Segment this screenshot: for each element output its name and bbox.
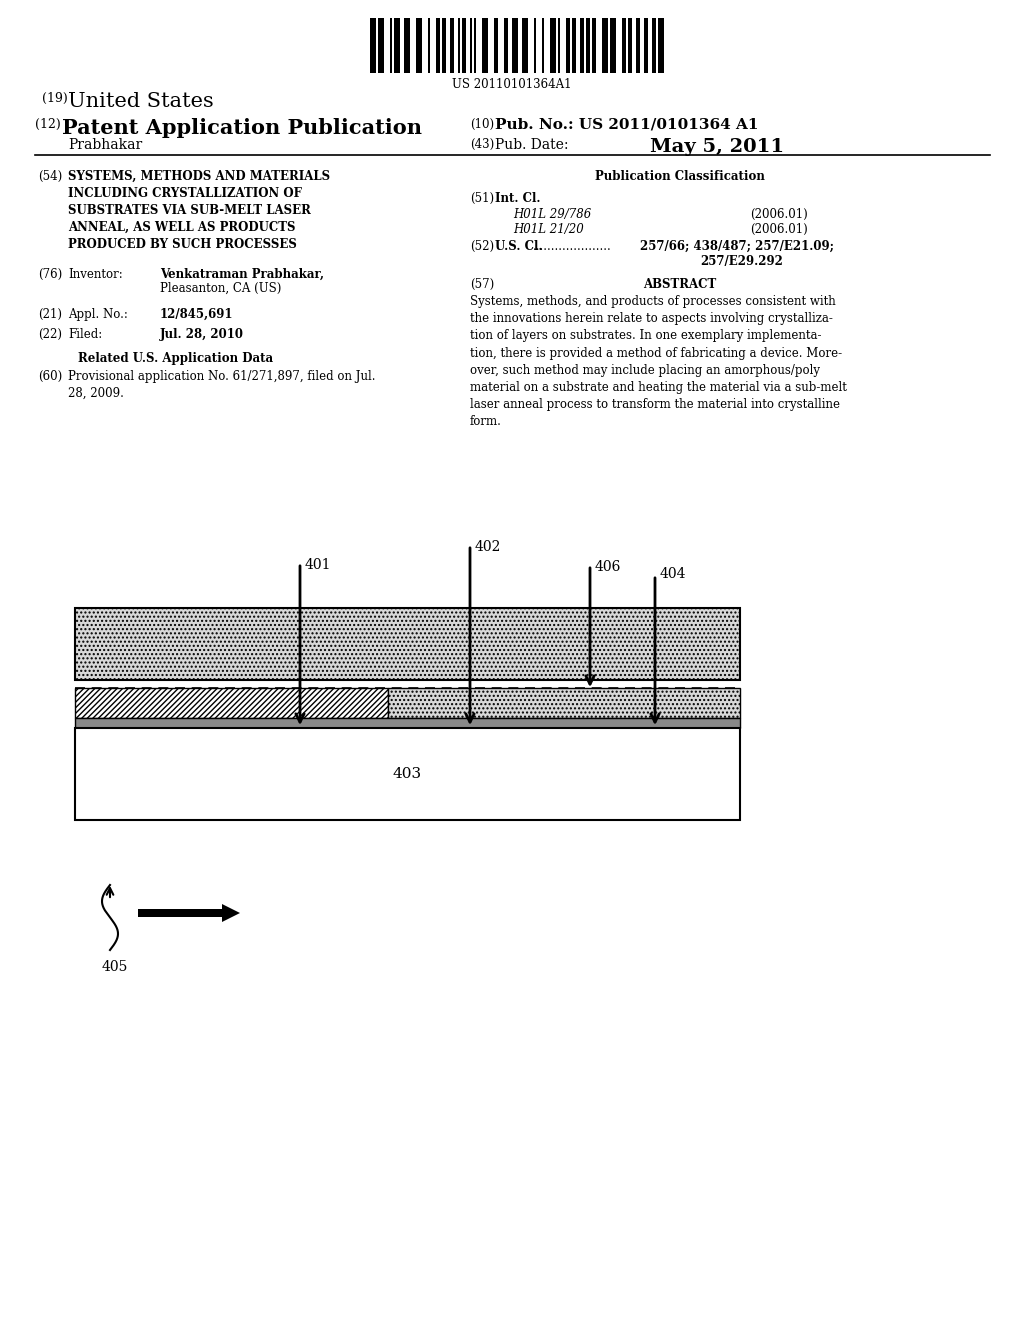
Bar: [378, 18, 384, 73]
Bar: [436, 18, 439, 73]
Text: (10): (10): [470, 117, 495, 131]
Bar: [610, 18, 615, 73]
Bar: [462, 18, 466, 73]
Text: 404: 404: [660, 568, 686, 581]
Text: (43): (43): [470, 139, 495, 150]
Text: Pleasanton, CA (US): Pleasanton, CA (US): [160, 282, 282, 294]
Bar: [75, 729, 740, 820]
Bar: [580, 18, 584, 73]
Text: 402: 402: [475, 540, 502, 554]
Bar: [75, 718, 740, 729]
Bar: [658, 18, 664, 73]
Text: (12): (12): [35, 117, 60, 131]
Text: Prabhakar: Prabhakar: [68, 139, 142, 152]
Text: 406: 406: [595, 560, 622, 574]
Bar: [628, 18, 632, 73]
Text: Venkatraman Prabhakar,: Venkatraman Prabhakar,: [160, 268, 324, 281]
Text: (57): (57): [470, 279, 495, 290]
Bar: [474, 18, 475, 73]
Text: Inventor:: Inventor:: [68, 268, 123, 281]
Text: 257/E29.292: 257/E29.292: [700, 255, 783, 268]
Bar: [652, 18, 655, 73]
Bar: [470, 18, 471, 73]
Text: Provisional application No. 61/271,897, filed on Jul.
28, 2009.: Provisional application No. 61/271,897, …: [68, 370, 376, 400]
Text: SYSTEMS, METHODS AND MATERIALS
INCLUDING CRYSTALLIZATION OF
SUBSTRATES VIA SUB-M: SYSTEMS, METHODS AND MATERIALS INCLUDING…: [68, 170, 330, 251]
Bar: [494, 18, 498, 73]
Text: (19): (19): [42, 92, 68, 106]
Bar: [482, 18, 487, 73]
Text: 12/845,691: 12/845,691: [160, 308, 233, 321]
Text: ABSTRACT: ABSTRACT: [643, 279, 717, 290]
Text: Jul. 28, 2010: Jul. 28, 2010: [160, 327, 244, 341]
Text: 405: 405: [102, 960, 128, 974]
Text: (60): (60): [38, 370, 62, 383]
FancyArrow shape: [138, 904, 240, 921]
Text: H01L 21/20: H01L 21/20: [513, 223, 584, 236]
Bar: [428, 18, 429, 73]
Bar: [558, 18, 559, 73]
Bar: [644, 18, 647, 73]
Text: (51): (51): [470, 191, 495, 205]
Bar: [387, 688, 740, 718]
Text: (76): (76): [38, 268, 62, 281]
Text: (22): (22): [38, 327, 62, 341]
Bar: [370, 18, 376, 73]
Bar: [404, 18, 410, 73]
Bar: [512, 18, 517, 73]
Bar: [550, 18, 555, 73]
Bar: [586, 18, 590, 73]
Bar: [542, 18, 544, 73]
Text: 257/66; 438/487; 257/E21.09;: 257/66; 438/487; 257/E21.09;: [640, 240, 834, 253]
Bar: [602, 18, 607, 73]
Text: Pub. Date:: Pub. Date:: [495, 139, 568, 152]
Text: May 5, 2011: May 5, 2011: [650, 139, 784, 156]
Bar: [458, 18, 460, 73]
Bar: [622, 18, 626, 73]
Bar: [566, 18, 569, 73]
Text: Filed:: Filed:: [68, 327, 102, 341]
Bar: [394, 18, 399, 73]
Text: Publication Classification: Publication Classification: [595, 170, 765, 183]
Text: (52): (52): [470, 240, 495, 253]
Text: Int. Cl.: Int. Cl.: [495, 191, 541, 205]
Text: 403: 403: [393, 767, 422, 781]
Text: (54): (54): [38, 170, 62, 183]
Text: (2006.01): (2006.01): [750, 223, 808, 236]
Text: Related U.S. Application Data: Related U.S. Application Data: [78, 352, 273, 366]
Text: United States: United States: [68, 92, 214, 111]
Text: .....................: .....................: [534, 240, 611, 253]
Bar: [534, 18, 536, 73]
Bar: [572, 18, 575, 73]
Text: 401: 401: [305, 558, 332, 572]
Bar: [75, 688, 387, 718]
Bar: [416, 18, 422, 73]
Text: Systems, methods, and products of processes consistent with
the innovations here: Systems, methods, and products of proces…: [470, 294, 847, 429]
Text: Patent Application Publication: Patent Application Publication: [62, 117, 422, 139]
Bar: [442, 18, 445, 73]
Text: Appl. No.:: Appl. No.:: [68, 308, 128, 321]
Bar: [522, 18, 527, 73]
Text: H01L 29/786: H01L 29/786: [513, 209, 591, 220]
Bar: [75, 609, 740, 680]
Text: (2006.01): (2006.01): [750, 209, 808, 220]
Bar: [390, 18, 391, 73]
Bar: [592, 18, 596, 73]
Text: U.S. Cl.: U.S. Cl.: [495, 240, 547, 253]
Bar: [450, 18, 454, 73]
Text: (21): (21): [38, 308, 62, 321]
Text: US 20110101364A1: US 20110101364A1: [453, 78, 571, 91]
Bar: [636, 18, 640, 73]
Text: Pub. No.: US 2011/0101364 A1: Pub. No.: US 2011/0101364 A1: [495, 117, 759, 132]
Bar: [504, 18, 508, 73]
